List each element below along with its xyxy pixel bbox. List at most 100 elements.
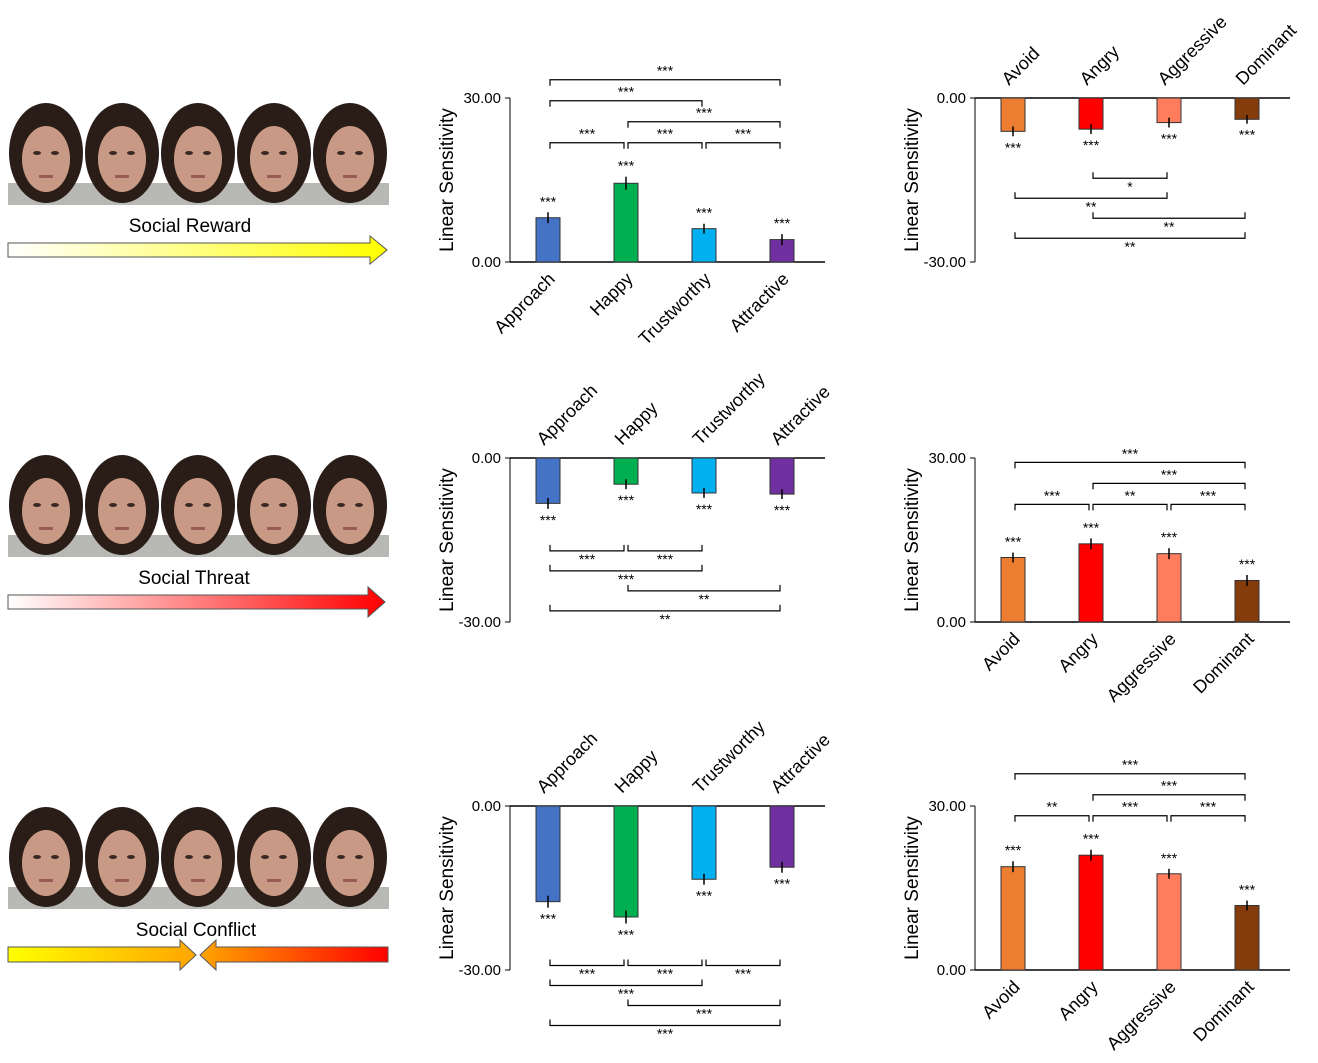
- face: [250, 126, 298, 192]
- eye: [203, 503, 211, 507]
- eye: [185, 855, 193, 859]
- eye: [33, 855, 41, 859]
- significance-label: ***: [618, 927, 635, 943]
- y-tick-label: 30.00: [463, 90, 501, 107]
- category-label: Happy: [611, 746, 662, 797]
- comparison-label: **: [660, 611, 671, 627]
- bar: [1078, 97, 1104, 130]
- bar: [691, 228, 717, 263]
- category-label: Aggressive: [1103, 629, 1180, 706]
- comparison-bracket: [549, 544, 625, 552]
- comparison-label: ***: [735, 966, 752, 982]
- mouth: [267, 175, 281, 178]
- face: [22, 478, 70, 544]
- comparison-bracket: [1014, 192, 1168, 199]
- comparison-bracket: [627, 999, 781, 1007]
- comparison-label: ***: [579, 126, 596, 142]
- mouth: [343, 175, 357, 178]
- comparison-bracket: [1014, 461, 1246, 469]
- face: [22, 830, 70, 896]
- category-label: Dominant: [1232, 20, 1301, 89]
- significance-label: ***: [696, 205, 713, 221]
- significance-label: ***: [1161, 850, 1178, 866]
- face: [326, 830, 374, 896]
- category-label: Happy: [586, 269, 637, 320]
- y-axis-label: Linear Sensitivity: [902, 108, 923, 252]
- comparison-label: **: [1086, 198, 1097, 214]
- significance-label: ***: [1083, 519, 1100, 535]
- face: [174, 126, 222, 192]
- eye: [51, 503, 59, 507]
- bar: [769, 457, 795, 495]
- significance-label: ***: [1161, 131, 1178, 147]
- bar: [769, 805, 795, 868]
- y-tick-label: 0.00: [937, 90, 966, 107]
- mouth: [115, 175, 129, 178]
- bar: [1078, 543, 1104, 623]
- bar: [1000, 866, 1026, 971]
- eye: [33, 503, 41, 507]
- y-axis-label: Linear Sensitivity: [902, 468, 923, 612]
- comparison-label: ***: [1122, 445, 1139, 461]
- eye: [51, 151, 59, 155]
- eye: [185, 151, 193, 155]
- comparison-label: ***: [1122, 799, 1139, 815]
- eye: [185, 503, 193, 507]
- mouth: [343, 527, 357, 530]
- significance-label: ***: [1161, 529, 1178, 545]
- mouth: [191, 527, 205, 530]
- comparison-bracket: [1170, 815, 1246, 822]
- row-caption: Social Reward: [129, 216, 252, 237]
- comparison-bracket: [549, 1019, 781, 1027]
- category-label: Dominant: [1189, 977, 1258, 1046]
- face: [326, 126, 374, 192]
- comparison-bracket: [1014, 773, 1246, 780]
- eye: [279, 855, 287, 859]
- eye: [355, 503, 363, 507]
- eye: [261, 503, 269, 507]
- eye: [109, 151, 117, 155]
- comparison-label: **: [1125, 487, 1136, 503]
- category-label: Aggressive: [1154, 12, 1231, 89]
- bar: [535, 805, 561, 903]
- comparison-label: *: [1127, 178, 1133, 194]
- face: [174, 478, 222, 544]
- comparison-bracket: [1014, 503, 1090, 511]
- significance-label: ***: [540, 193, 557, 209]
- bar: [1156, 873, 1182, 971]
- category-label: Avoid: [978, 629, 1024, 675]
- y-tick-label: 0.00: [472, 254, 501, 271]
- y-axis-label: Linear Sensitivity: [437, 816, 458, 960]
- comparison-bracket: [1014, 815, 1090, 822]
- eye: [279, 503, 287, 507]
- comparison-label: ***: [618, 84, 635, 100]
- comparison-label: **: [1047, 799, 1058, 815]
- significance-label: ***: [1239, 127, 1256, 143]
- bar: [691, 457, 717, 494]
- comparison-label: ***: [1122, 757, 1139, 773]
- eye: [261, 151, 269, 155]
- comparison-bracket: [549, 100, 703, 107]
- category-label: Angry: [1054, 977, 1101, 1024]
- bar: [1234, 904, 1260, 971]
- bar: [1000, 556, 1026, 623]
- bar: [535, 457, 561, 504]
- significance-label: ***: [540, 911, 557, 927]
- mouth: [39, 879, 53, 882]
- mouth: [39, 175, 53, 178]
- significance-label: ***: [618, 492, 635, 508]
- y-axis-label: Linear Sensitivity: [902, 816, 923, 960]
- mouth: [343, 879, 357, 882]
- category-label: Aggressive: [1103, 977, 1180, 1054]
- category-label: Avoid: [998, 43, 1044, 89]
- comparison-label: **: [1125, 238, 1136, 254]
- category-label: Trustworthy: [635, 269, 715, 349]
- category-label: Attractive: [767, 730, 834, 797]
- y-tick-label: 0.00: [937, 614, 966, 631]
- category-label: Avoid: [978, 977, 1024, 1023]
- eye: [337, 151, 345, 155]
- comparison-bracket: [1014, 232, 1246, 239]
- y-tick-label: -30.00: [458, 614, 501, 631]
